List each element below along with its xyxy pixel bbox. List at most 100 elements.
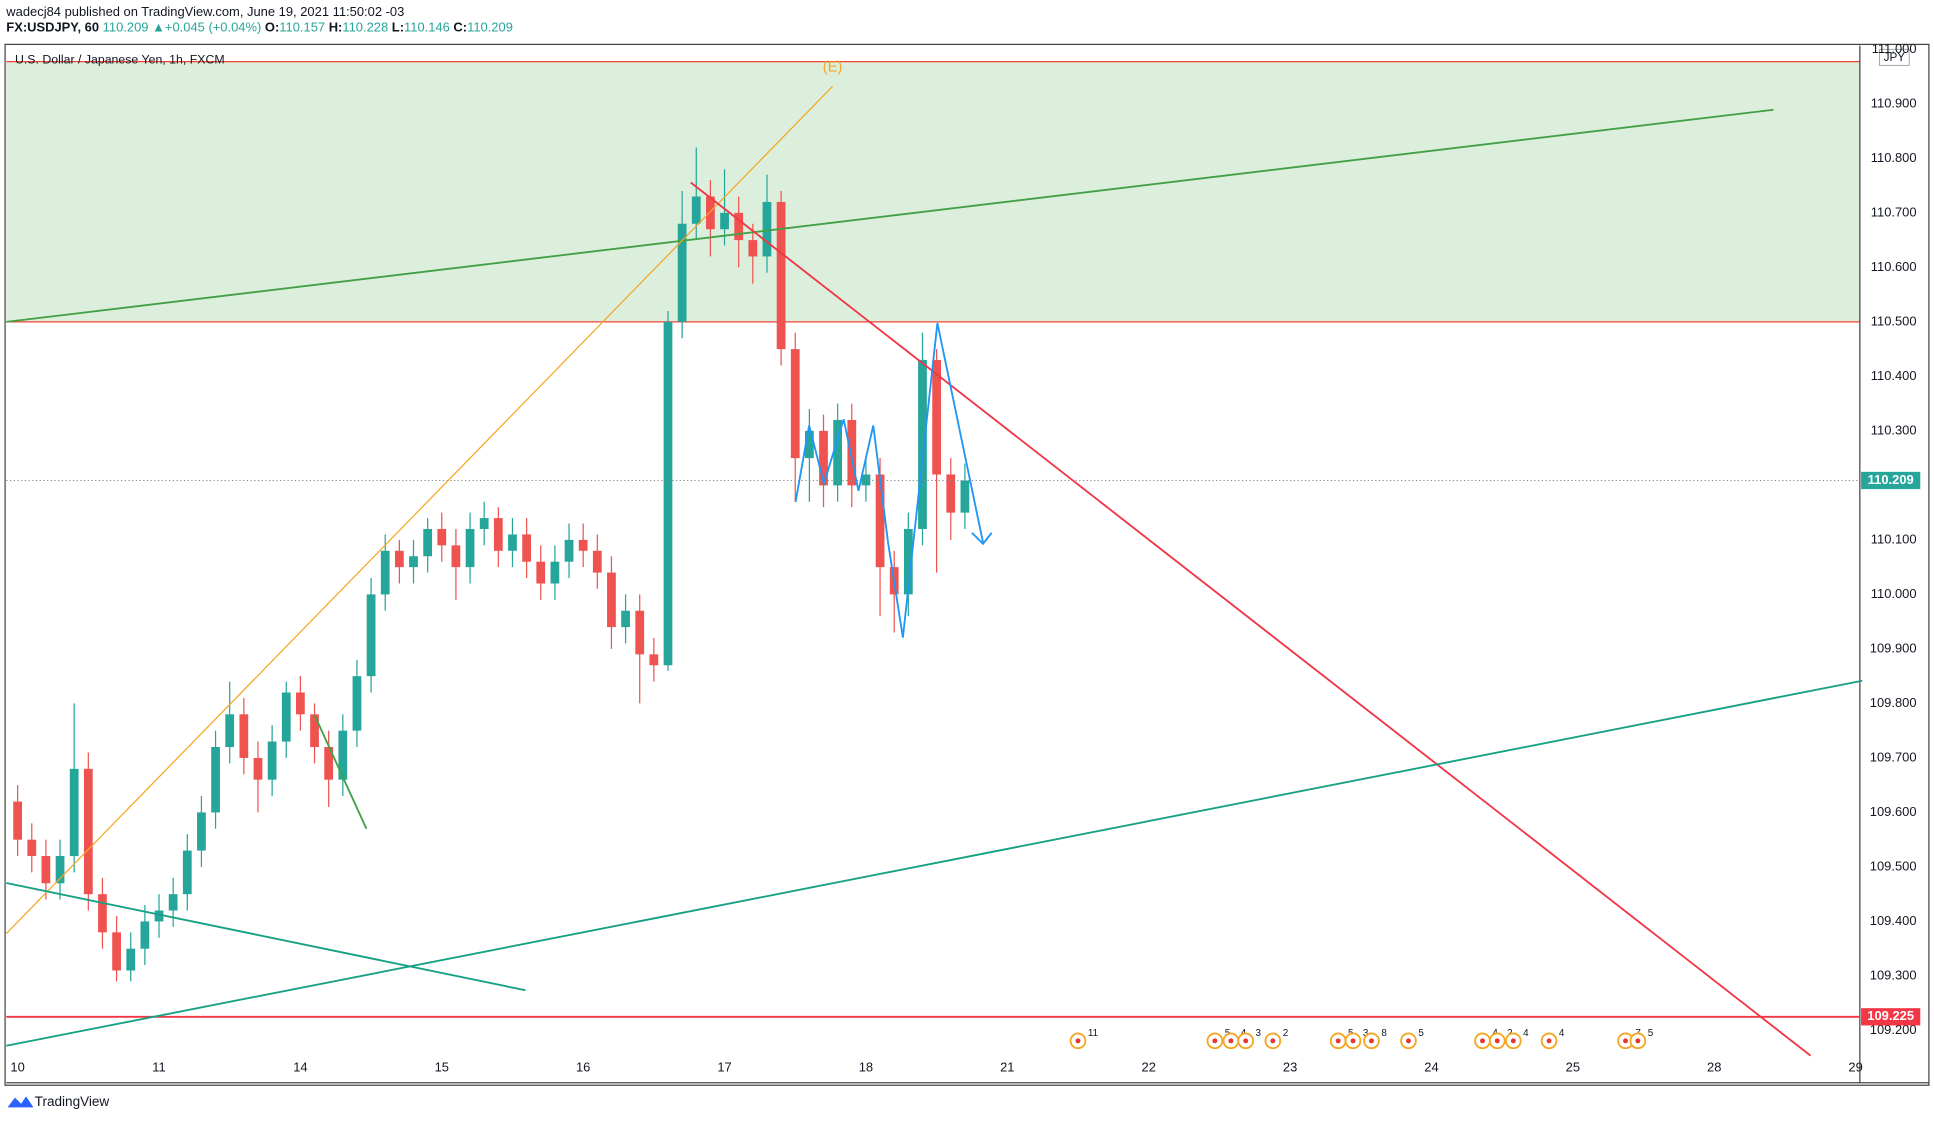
candle-body [211, 747, 220, 813]
candle-body [677, 223, 687, 322]
symbol: FX:USDJPY, 60 [6, 20, 99, 35]
l: 110.146 [404, 20, 450, 35]
event-dot [1335, 1038, 1341, 1044]
event-dot [1546, 1038, 1552, 1044]
y-tick-label: 110.400 [1871, 368, 1917, 383]
candle-body [437, 528, 447, 546]
candle-body [451, 545, 461, 568]
y-tick-label: 110.700 [1871, 204, 1917, 219]
candle-body [182, 850, 192, 895]
candle-body [394, 550, 404, 568]
price: 110.209 [103, 20, 149, 35]
footer: TradingView [35, 1094, 110, 1109]
wave-path [794, 322, 984, 638]
frame [4, 43, 1930, 1086]
candle-body [833, 419, 843, 486]
x-tick-label: 14 [293, 1059, 307, 1074]
y-tick-label: 110.100 [1871, 531, 1917, 546]
candle-body [281, 692, 291, 742]
o-label: O: [265, 20, 279, 35]
event-label: 3 [1256, 1028, 1262, 1039]
event-dot [1350, 1038, 1356, 1044]
candle-body [663, 321, 673, 666]
candle-body [41, 856, 51, 884]
last-price-box [1861, 471, 1921, 490]
y-tick-label: 109.600 [1870, 804, 1917, 819]
candle-body [27, 839, 37, 857]
l-label: L: [392, 20, 404, 35]
y-tick-label: 110.300 [1871, 422, 1917, 437]
trend-line [6, 882, 526, 992]
x-tick-label: 18 [859, 1059, 873, 1074]
level-label: 109.225 [1867, 1008, 1914, 1023]
candle-body [691, 196, 701, 224]
candle-body [960, 480, 970, 513]
x-tick-label: 25 [1566, 1059, 1580, 1074]
h: 110.228 [342, 20, 388, 35]
y-tick-label: 110.600 [1871, 259, 1917, 274]
event-dot [1075, 1038, 1081, 1044]
candle-body [366, 594, 376, 677]
candle-body [239, 714, 249, 758]
candle-body [83, 768, 93, 895]
candle-body [649, 654, 659, 666]
candle-body [592, 550, 602, 573]
x-tick-label: 23 [1283, 1059, 1297, 1074]
zone [6, 61, 1860, 322]
candle-body [790, 349, 800, 459]
o: 110.157 [279, 20, 325, 35]
event-dot [1623, 1038, 1629, 1044]
candle-body [380, 550, 390, 595]
y-tick-label: 110.000 [1871, 586, 1917, 601]
trend-line [6, 679, 1863, 1047]
event-dot [1510, 1038, 1516, 1044]
y-tick-label: 111.000 [1872, 41, 1917, 56]
candle-body [720, 212, 729, 230]
x-tick-label: 24 [1424, 1059, 1438, 1074]
candle-body [621, 610, 630, 628]
event-label: 8 [1381, 1028, 1387, 1039]
event-dot [1494, 1038, 1500, 1044]
candle-body [706, 196, 715, 230]
candle-body [762, 201, 772, 257]
candle-body [918, 360, 927, 529]
candle-body [536, 561, 546, 584]
x-tick-label: 16 [576, 1059, 590, 1074]
event-dot [1635, 1038, 1641, 1044]
candle-body [946, 474, 956, 513]
event-label: 4 [1559, 1028, 1565, 1039]
candle-body [55, 856, 65, 884]
y-tick-label: 109.400 [1870, 913, 1917, 928]
x-tick-label: 21 [1000, 1059, 1014, 1074]
trend-line [6, 108, 1774, 323]
currency: JPY [1884, 51, 1906, 64]
candle-body [607, 572, 616, 628]
candle-body [296, 692, 305, 715]
trend-line [313, 714, 368, 830]
candle-body [13, 801, 23, 840]
candle-body [352, 676, 362, 731]
event-label: 3 [1363, 1028, 1369, 1039]
y-tick-label: 109.300 [1870, 967, 1917, 982]
candle-body [522, 534, 531, 562]
candle-body [804, 430, 814, 459]
candle-body [310, 714, 319, 748]
candle-body [776, 201, 786, 350]
y-tick-label: 110.900 [1871, 95, 1917, 110]
last-price-label: 110.209 [1868, 472, 1914, 487]
candle-body [734, 212, 744, 241]
candle-body [197, 812, 206, 851]
candle-body [564, 539, 574, 562]
candle-body [508, 534, 517, 551]
event-label: 2 [1283, 1028, 1288, 1039]
candle-body [69, 768, 79, 857]
event-dot [1212, 1038, 1218, 1044]
publisher: wadecj84 published on TradingView.com, J… [5, 4, 404, 19]
x-tick-label: 15 [435, 1059, 449, 1074]
x-tick-label: 22 [1142, 1059, 1156, 1074]
candle-body [338, 730, 348, 780]
candle-body [324, 747, 334, 780]
x-tick-label: 10 [10, 1059, 24, 1074]
event-dot [1480, 1038, 1485, 1044]
x-tick-label: 11 [152, 1059, 165, 1074]
